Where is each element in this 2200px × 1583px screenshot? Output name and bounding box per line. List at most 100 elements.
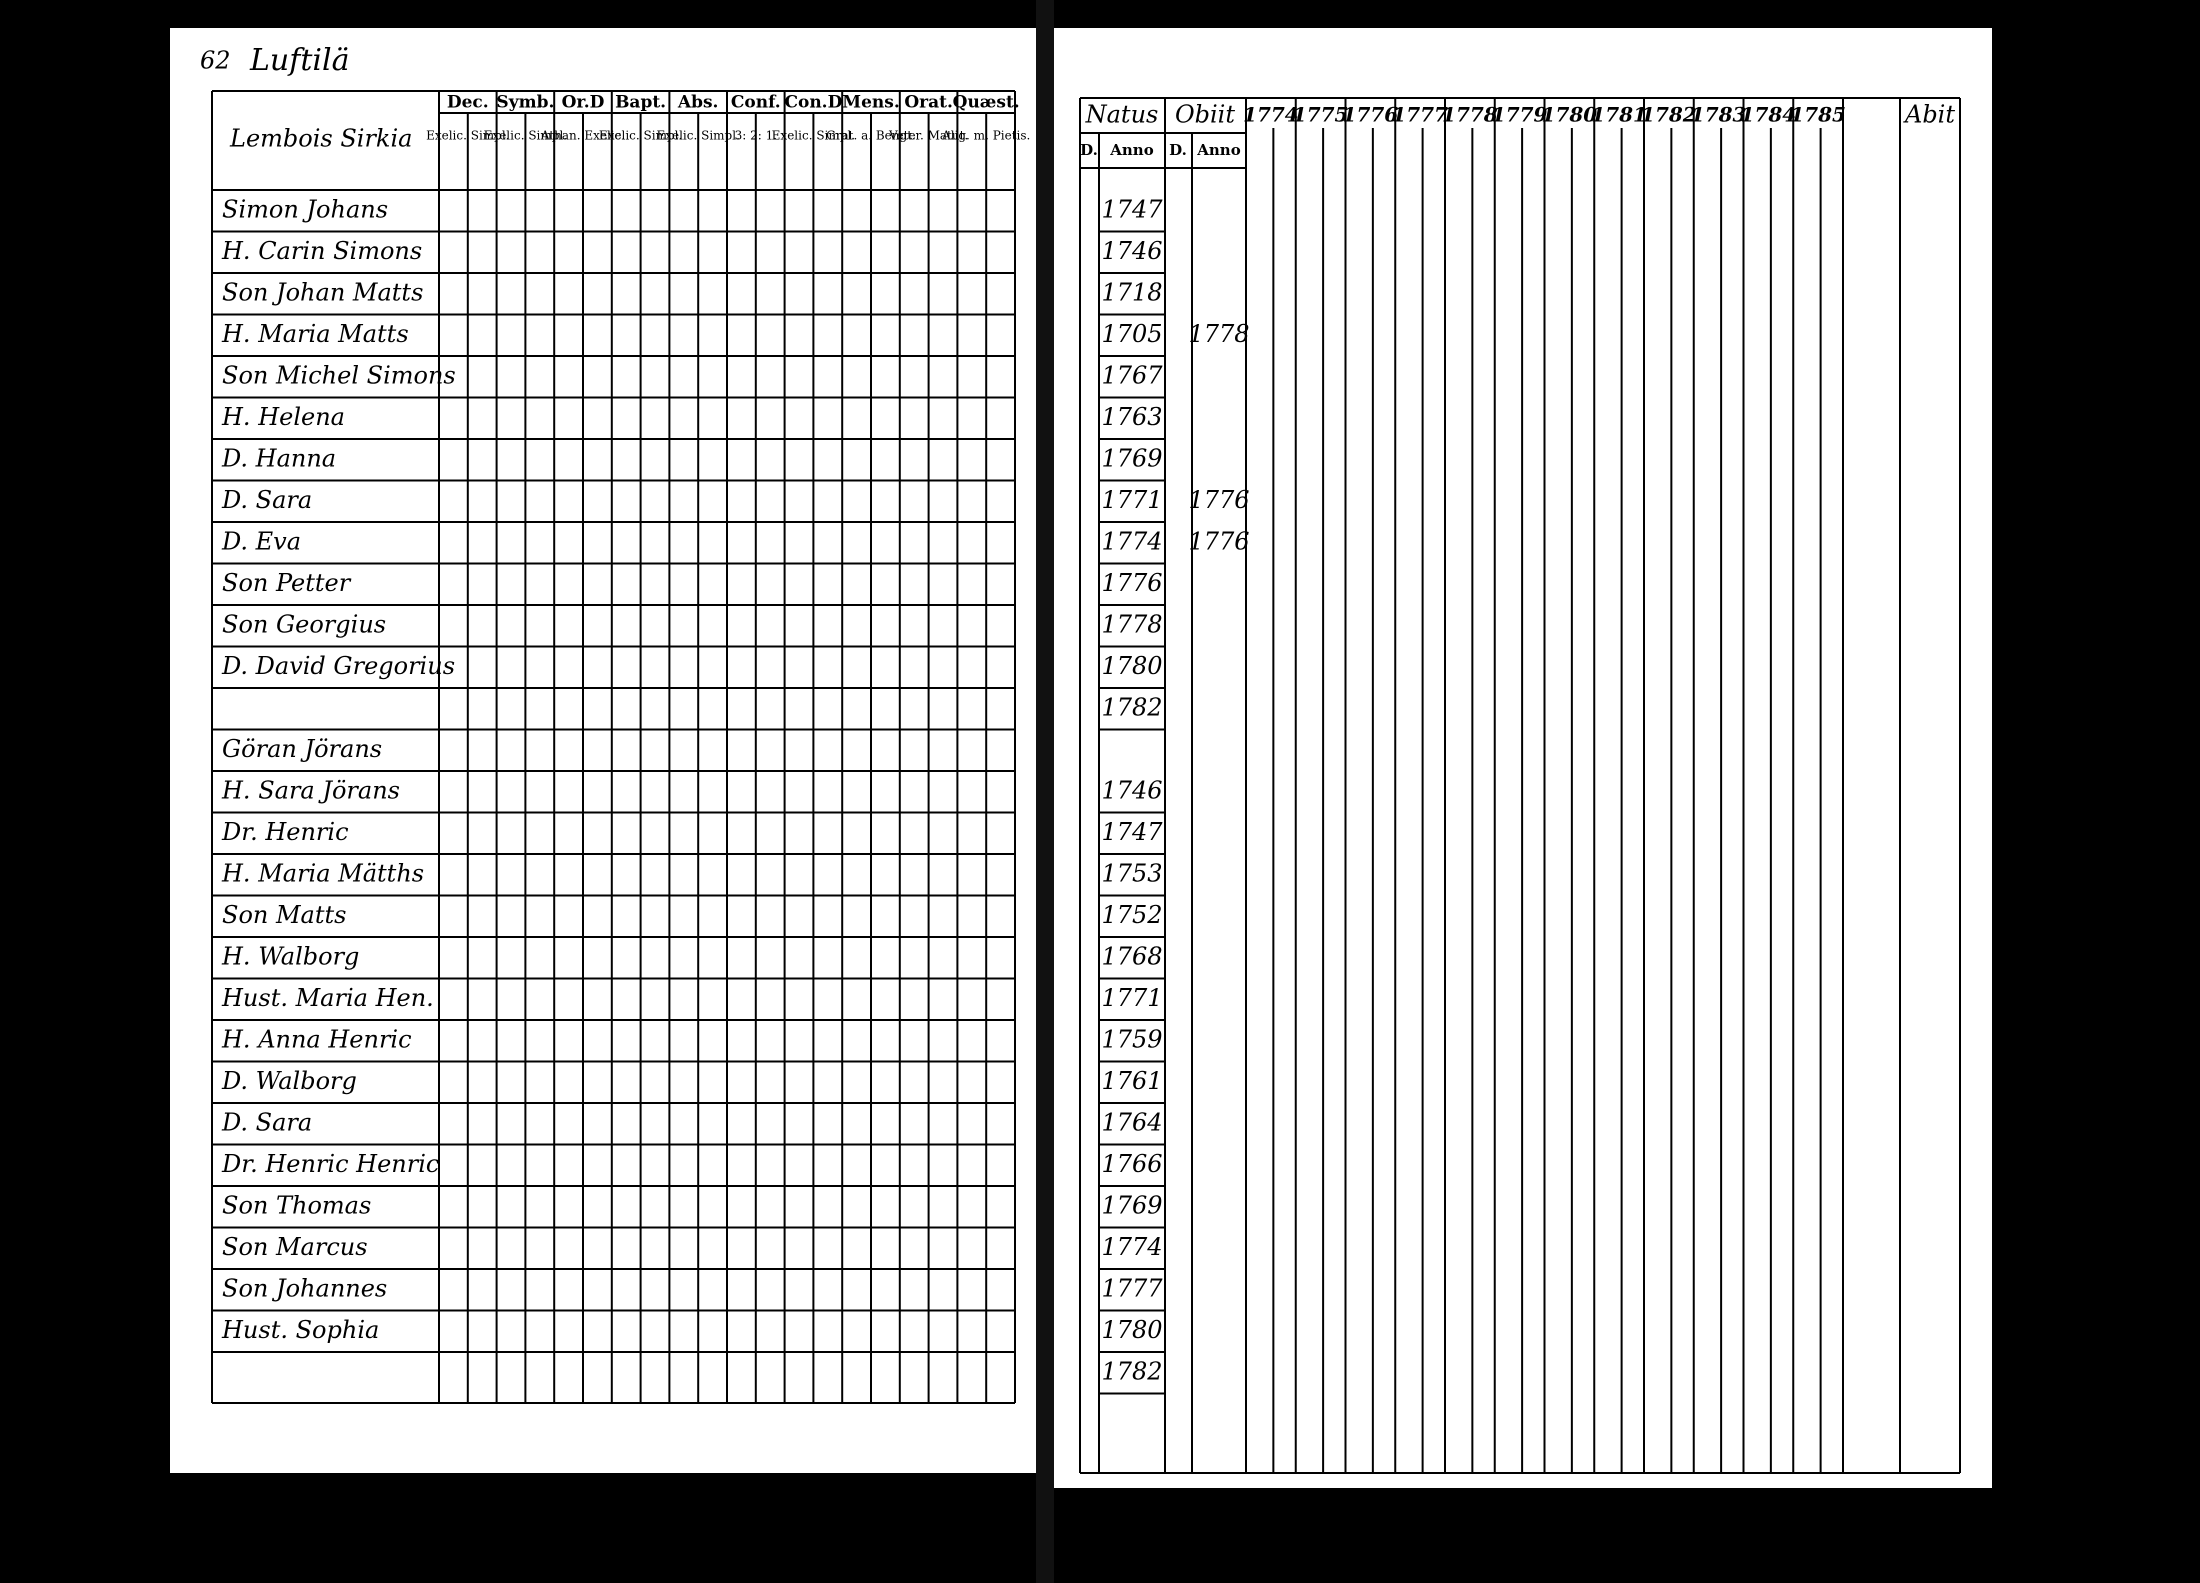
person-name: D. Hanna — [221, 444, 336, 472]
column-subheader: Alig. m. Pietis. — [941, 129, 1030, 143]
person-name: H. Helena — [221, 403, 345, 431]
birth-year: 1782 — [1101, 1357, 1162, 1385]
column-subheader: Exelic. Simpl. — [484, 129, 567, 143]
birth-year: 1764 — [1101, 1108, 1162, 1136]
year-header: 1774 — [1243, 103, 1299, 127]
person-name: Son Georgius — [222, 610, 386, 638]
year-header: 1781 — [1591, 103, 1647, 127]
column-header: Abs. — [677, 93, 719, 113]
person-name: H. Maria Mätths — [221, 859, 424, 887]
birth-year: 1747 — [1101, 195, 1163, 223]
abit-header: Abit — [1903, 101, 1955, 129]
person-name: Dr. Henric Henric — [221, 1150, 439, 1178]
birth-year: 1767 — [1101, 361, 1163, 389]
column-subheader: Grat. a. Bengt. — [826, 129, 916, 143]
person-name: Simon Johans — [222, 195, 388, 223]
column-header: Orat. — [904, 93, 953, 113]
year-header: 1780 — [1542, 103, 1598, 127]
person-name: Son Johan Matts — [222, 278, 423, 306]
person-name: Son Matts — [222, 901, 346, 929]
birth-year: 1780 — [1101, 652, 1162, 680]
year-header: 1785 — [1790, 103, 1846, 127]
day-header: D. — [1169, 141, 1187, 159]
birth-year: 1759 — [1101, 1025, 1162, 1053]
birth-year: 1752 — [1101, 901, 1162, 929]
column-subheader: Exelic. Simpl. — [772, 129, 855, 143]
year-header: 1777 — [1392, 103, 1448, 127]
birth-year: 1778 — [1101, 610, 1162, 638]
year-header: 1779 — [1492, 103, 1548, 127]
column-subheader: 3: 2: 1. — [735, 129, 777, 143]
year-header: 1782 — [1641, 103, 1697, 127]
birth-year: 1718 — [1101, 278, 1162, 306]
natus-header: Natus — [1085, 101, 1159, 129]
death-year: 1778 — [1188, 320, 1249, 348]
person-name: Son Petter — [222, 569, 352, 597]
gutter — [1036, 0, 1054, 1583]
birth-year: 1747 — [1101, 818, 1163, 846]
day-header: D. — [1080, 141, 1098, 159]
person-name: H. Anna Henric — [221, 1025, 412, 1053]
column-subheader: Veter. Matut. — [888, 129, 968, 143]
year-header: 1776 — [1343, 103, 1399, 127]
place-name: Luftilä — [249, 43, 349, 78]
year-header: 1784 — [1741, 103, 1797, 127]
year-header: 1775 — [1293, 103, 1349, 127]
birth-year: 1771 — [1101, 984, 1162, 1012]
left-page — [170, 28, 1038, 1473]
person-name: H. Walborg — [221, 942, 359, 970]
person-name: Hust. Sophia — [221, 1316, 379, 1344]
year-header: 1783 — [1691, 103, 1747, 127]
person-name: D. Eva — [221, 527, 301, 555]
column-subheader: Exelic. Simpl. — [656, 129, 739, 143]
person-name: Son Johannes — [222, 1274, 387, 1302]
birth-year: 1763 — [1101, 403, 1162, 431]
birth-year: 1753 — [1101, 859, 1162, 887]
column-header: Con.D — [784, 93, 842, 113]
column-header: Conf. — [731, 93, 781, 113]
birth-year: 1746 — [1101, 776, 1162, 804]
person-name: Göran Jörans — [222, 735, 382, 763]
column-header: Quæst. — [953, 93, 1020, 113]
year-header: 1778 — [1442, 103, 1498, 127]
column-header: Dec. — [447, 93, 489, 113]
person-name: Dr. Henric — [221, 818, 349, 846]
anno-header: Anno — [1196, 141, 1240, 159]
birth-year: 1746 — [1101, 237, 1162, 265]
person-name: H. Carin Simons — [221, 237, 422, 265]
death-year: 1776 — [1188, 527, 1249, 555]
birth-year: 1776 — [1101, 569, 1162, 597]
birth-year: 1768 — [1101, 942, 1162, 970]
column-subheader: Exelic. Simpl. — [426, 129, 509, 143]
person-name: D. Sara — [221, 486, 312, 514]
death-year: 1776 — [1188, 486, 1249, 514]
person-name: Son Thomas — [222, 1191, 371, 1219]
column-subheader: Athan. Exelic. — [540, 129, 625, 143]
birth-year: 1769 — [1101, 1191, 1162, 1219]
person-name: D. Sara — [221, 1108, 312, 1136]
column-header: Bapt. — [615, 93, 666, 113]
birth-year: 1761 — [1101, 1067, 1162, 1095]
birth-year: 1774 — [1101, 527, 1162, 555]
person-name: D. David Gregorius — [221, 652, 455, 680]
obiit-header: Obiit — [1175, 101, 1235, 129]
birth-year: 1780 — [1101, 1316, 1162, 1344]
anno-header: Anno — [1109, 141, 1153, 159]
column-header: Mens. — [842, 93, 899, 113]
birth-year: 1771 — [1101, 486, 1162, 514]
birth-year: 1766 — [1101, 1150, 1162, 1178]
birth-year: 1782 — [1101, 693, 1162, 721]
corner-title: Lembois Sirkia — [229, 125, 412, 153]
person-name: H. Maria Matts — [221, 320, 409, 348]
person-name: Hust. Maria Hen. — [221, 984, 434, 1012]
birth-year: 1769 — [1101, 444, 1162, 472]
column-subheader: Exelic. Simpl. — [599, 129, 682, 143]
birth-year: 1777 — [1101, 1274, 1163, 1302]
birth-year: 1774 — [1101, 1233, 1162, 1261]
person-name: Son Michel Simons — [222, 361, 456, 389]
page-number: 62 — [200, 47, 231, 75]
person-name: Son Marcus — [222, 1233, 368, 1261]
person-name: D. Walborg — [221, 1067, 357, 1095]
column-header: Or.D — [562, 93, 605, 113]
